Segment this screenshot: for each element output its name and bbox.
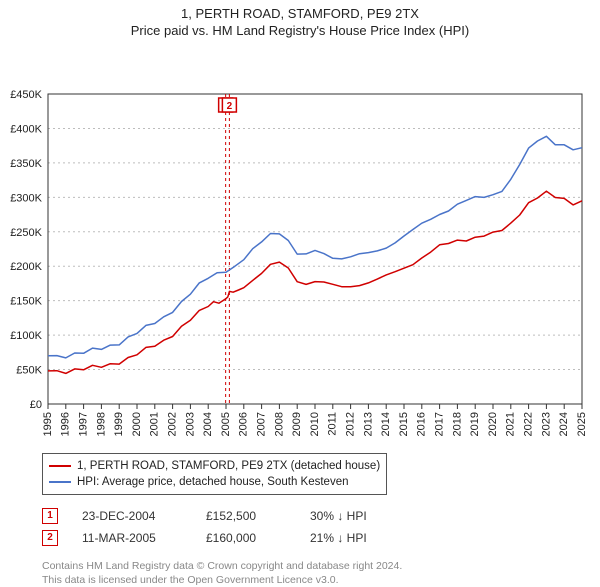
attribution-footer: Contains HM Land Registry data © Crown c… [42,559,600,587]
svg-text:2019: 2019 [469,412,481,436]
svg-text:1995: 1995 [42,412,54,436]
svg-text:£0: £0 [30,399,42,411]
chart-title-address: 1, PERTH ROAD, STAMFORD, PE9 2TX [0,6,600,21]
svg-text:2000: 2000 [131,412,143,436]
svg-text:£250K: £250K [10,227,42,239]
legend-item: HPI: Average price, detached house, Sout… [49,474,380,490]
svg-text:£400K: £400K [10,123,42,135]
svg-text:2023: 2023 [540,412,552,436]
svg-text:2013: 2013 [362,412,374,436]
svg-text:1998: 1998 [95,412,107,436]
sale-row: 1 23-DEC-2004 £152,500 30% ↓ HPI [42,505,600,527]
sale-date: 11-MAR-2005 [82,527,182,549]
svg-text:2024: 2024 [558,412,570,436]
footer-line: This data is licensed under the Open Gov… [42,573,600,587]
svg-text:£200K: £200K [10,261,42,273]
sale-price: £152,500 [206,505,286,527]
svg-text:£450K: £450K [10,89,42,101]
svg-text:2021: 2021 [505,412,517,436]
svg-text:1999: 1999 [113,412,125,436]
legend: 1, PERTH ROAD, STAMFORD, PE9 2TX (detach… [42,453,387,495]
sale-delta: 21% ↓ HPI [310,527,400,549]
sale-row: 2 11-MAR-2005 £160,000 21% ↓ HPI [42,527,600,549]
svg-text:2011: 2011 [327,412,339,436]
svg-text:2009: 2009 [291,412,303,436]
svg-text:1997: 1997 [78,412,90,436]
svg-text:2020: 2020 [487,412,499,436]
line-chart: £0 £50K £100K £150K £200K £250K £300K £350K £400… [0,42,600,447]
sale-marker-icon: 1 [42,508,58,524]
legend-label: HPI: Average price, detached house, Sout… [77,474,349,490]
svg-text:2002: 2002 [167,412,179,436]
svg-text:£100K: £100K [10,330,42,342]
svg-text:£350K: £350K [10,158,42,170]
svg-text:2025: 2025 [576,412,588,436]
sale-price: £160,000 [206,527,286,549]
svg-text:1996: 1996 [60,412,72,436]
svg-text:2005: 2005 [220,412,232,436]
svg-text:2007: 2007 [256,412,268,436]
legend-swatch [49,481,71,483]
svg-text:£150K: £150K [10,296,42,308]
svg-text:2: 2 [227,101,233,112]
chart-area: £0 £50K £100K £150K £200K £250K £300K £350K £400… [0,42,600,447]
svg-text:2003: 2003 [184,412,196,436]
svg-text:2008: 2008 [273,412,285,436]
svg-text:2015: 2015 [398,412,410,436]
svg-text:2018: 2018 [451,412,463,436]
svg-text:2014: 2014 [380,412,392,436]
sale-delta: 30% ↓ HPI [310,505,400,527]
sales-table: 1 23-DEC-2004 £152,500 30% ↓ HPI 2 11-MAR-200… [42,505,600,549]
svg-text:£300K: £300K [10,192,42,204]
svg-text:2022: 2022 [523,412,535,436]
legend-label: 1, PERTH ROAD, STAMFORD, PE9 2TX (detach… [77,458,380,474]
svg-text:2001: 2001 [149,412,161,436]
svg-text:2017: 2017 [434,412,446,436]
legend-item: 1, PERTH ROAD, STAMFORD, PE9 2TX (detach… [49,458,380,474]
footer-line: Contains HM Land Registry data © Crown c… [42,559,600,573]
svg-text:£50K: £50K [16,365,42,377]
svg-text:2004: 2004 [202,412,214,436]
chart-title-desc: Price paid vs. HM Land Registry's House … [0,23,600,38]
sale-marker-icon: 2 [42,530,58,546]
svg-text:2016: 2016 [416,412,428,436]
svg-text:2010: 2010 [309,412,321,436]
svg-text:2012: 2012 [345,412,357,436]
legend-swatch [49,465,71,467]
sale-date: 23-DEC-2004 [82,505,182,527]
svg-text:2006: 2006 [238,412,250,436]
